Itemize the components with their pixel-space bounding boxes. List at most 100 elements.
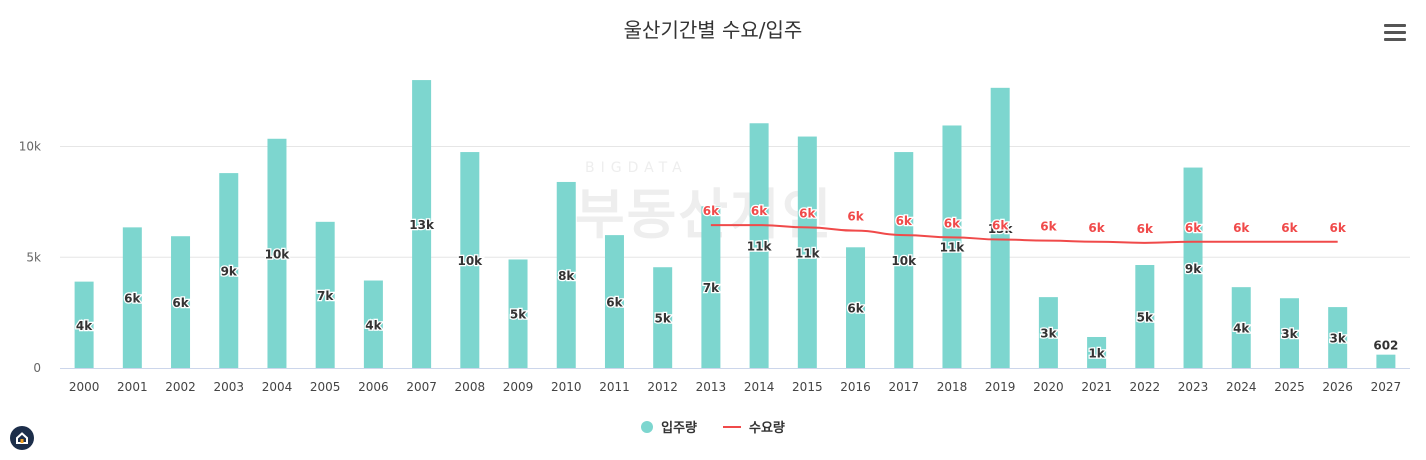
x-tick-label: 2000 bbox=[69, 380, 100, 394]
y-tick-label: 10k bbox=[19, 140, 41, 154]
chart-title: 울산기간별 수요/입주 bbox=[623, 18, 803, 42]
bar-2027[interactable] bbox=[1376, 354, 1396, 368]
bar-data-label: 3k bbox=[1040, 327, 1057, 341]
bar-2018[interactable] bbox=[942, 125, 962, 368]
bar-2001[interactable] bbox=[122, 227, 142, 368]
bar-data-label: 3k bbox=[1281, 327, 1298, 341]
x-tick-label: 2009 bbox=[503, 380, 534, 394]
hamburger-menu-icon[interactable] bbox=[1384, 24, 1406, 42]
line-data-label: 6k bbox=[1233, 221, 1250, 235]
bar-2019[interactable] bbox=[990, 87, 1010, 368]
bar-data-label: 6k bbox=[124, 292, 141, 306]
x-tick-label: 2006 bbox=[358, 380, 389, 394]
bar-data-label: 11k bbox=[795, 246, 821, 260]
bar-data-label: 5k bbox=[1137, 311, 1154, 325]
bar-2015[interactable] bbox=[797, 136, 817, 368]
x-tick-label: 2027 bbox=[1371, 380, 1402, 394]
bar-2016[interactable] bbox=[846, 247, 866, 368]
bar-data-label: 6k bbox=[606, 296, 623, 310]
bar-data-label: 4k bbox=[1233, 322, 1250, 336]
x-tick-label: 2015 bbox=[792, 380, 823, 394]
x-tick-label: 2026 bbox=[1322, 380, 1353, 394]
x-tick-label: 2007 bbox=[406, 380, 437, 394]
bar-2025[interactable] bbox=[1279, 298, 1299, 368]
bar-2020[interactable] bbox=[1038, 297, 1058, 368]
bar-2009[interactable] bbox=[508, 259, 528, 368]
x-tick-label: 2024 bbox=[1226, 380, 1257, 394]
bar-2011[interactable] bbox=[604, 235, 624, 368]
x-tick-label: 2020 bbox=[1033, 380, 1064, 394]
bar-data-label: 10k bbox=[265, 247, 291, 261]
line-data-label: 6k bbox=[1185, 221, 1202, 235]
bar-2006[interactable] bbox=[363, 280, 383, 368]
line-data-label: 6k bbox=[703, 204, 720, 218]
bar-data-label: 9k bbox=[221, 265, 238, 279]
bar-2003[interactable] bbox=[219, 173, 239, 368]
bar-data-label: 4k bbox=[76, 319, 93, 333]
line-data-label: 6k bbox=[751, 204, 768, 218]
bar-2026[interactable] bbox=[1328, 307, 1348, 368]
x-tick-label: 2003 bbox=[213, 380, 244, 394]
line-data-label: 6k bbox=[799, 206, 816, 220]
bar-data-label: 3k bbox=[1330, 332, 1347, 346]
bar-data-label: 13k bbox=[988, 222, 1014, 236]
bar-data-label: 602 bbox=[1373, 339, 1398, 353]
x-tick-label: 2023 bbox=[1178, 380, 1209, 394]
x-tick-label: 2005 bbox=[310, 380, 341, 394]
x-tick-label: 2025 bbox=[1274, 380, 1305, 394]
home-logo-icon[interactable] bbox=[10, 426, 34, 450]
x-tick-label: 2022 bbox=[1130, 380, 1161, 394]
bar-2007[interactable] bbox=[412, 80, 432, 369]
bar-2002[interactable] bbox=[171, 236, 191, 368]
legend-item-bar[interactable]: 입주량 bbox=[641, 417, 697, 436]
bar-2022[interactable] bbox=[1135, 265, 1155, 368]
line-data-label: 6k bbox=[1088, 221, 1105, 235]
bar-data-label: 5k bbox=[510, 308, 527, 322]
bar-2008[interactable] bbox=[460, 152, 480, 368]
bar-2023[interactable] bbox=[1183, 167, 1203, 368]
bar-data-label: 1k bbox=[1088, 346, 1105, 360]
x-tick-label: 2014 bbox=[744, 380, 775, 394]
bar-data-label: 11k bbox=[940, 241, 966, 255]
bar-data-label: 7k bbox=[317, 289, 334, 303]
x-axis: 2000 2001 2002 2003 2004 2005 2006 2007 2008 2009… bbox=[69, 380, 1401, 394]
bar-2005[interactable] bbox=[315, 221, 335, 368]
x-tick-label: 2021 bbox=[1081, 380, 1112, 394]
y-axis: 0 5k 10k bbox=[19, 140, 1410, 375]
y-tick-label: 5k bbox=[26, 250, 41, 264]
bar-2012[interactable] bbox=[653, 267, 673, 368]
bar-2004[interactable] bbox=[267, 138, 287, 368]
bar-2000[interactable] bbox=[74, 281, 94, 368]
demand-line[interactable] bbox=[710, 224, 1338, 244]
line-data-label: 6k bbox=[896, 214, 913, 228]
line-data-label: 6k bbox=[847, 210, 864, 224]
x-tick-label: 2018 bbox=[937, 380, 968, 394]
legend-item-line[interactable]: 수요량 bbox=[723, 417, 785, 436]
chart-svg: 0 5k 10k 4k 6k 6k 9k 10k 7k 4k 13k 10k 5k 8k 6k 5k 7k 11… bbox=[19, 80, 1410, 394]
legend-bar-swatch bbox=[641, 420, 654, 433]
legend-line-swatch bbox=[723, 425, 741, 428]
bar-data-label: 11k bbox=[747, 240, 773, 254]
bar-2013[interactable] bbox=[701, 206, 721, 368]
x-tick-label: 2002 bbox=[165, 380, 196, 394]
bar-series bbox=[74, 80, 1396, 369]
bar-data-label: 4k bbox=[365, 318, 382, 332]
bar-data-label: 6k bbox=[172, 296, 189, 310]
line-labels: 6k 6k 6k 6k 6k 6k 6k 6k 6k 6k 6k 6k 6k 6k bbox=[701, 203, 1348, 237]
bar-2014[interactable] bbox=[749, 123, 769, 368]
bar-2017[interactable] bbox=[894, 152, 914, 368]
legend-bar-label: 입주량 bbox=[661, 421, 697, 436]
line-data-label: 6k bbox=[1330, 221, 1347, 235]
y-tick-label: 0 bbox=[33, 361, 41, 375]
bar-2024[interactable] bbox=[1231, 287, 1251, 368]
line-data-label: 6k bbox=[1281, 221, 1298, 235]
bar-2021[interactable] bbox=[1087, 336, 1107, 368]
x-tick-label: 2008 bbox=[455, 380, 486, 394]
bar-data-label: 5k bbox=[655, 312, 672, 326]
bar-data-label: 6k bbox=[847, 302, 864, 316]
line-data-label: 6k bbox=[992, 219, 1009, 233]
x-tick-label: 2016 bbox=[840, 380, 871, 394]
line-data-label: 6k bbox=[1040, 220, 1057, 234]
bar-2010[interactable] bbox=[556, 181, 576, 368]
line-data-label: 6k bbox=[1137, 222, 1154, 236]
